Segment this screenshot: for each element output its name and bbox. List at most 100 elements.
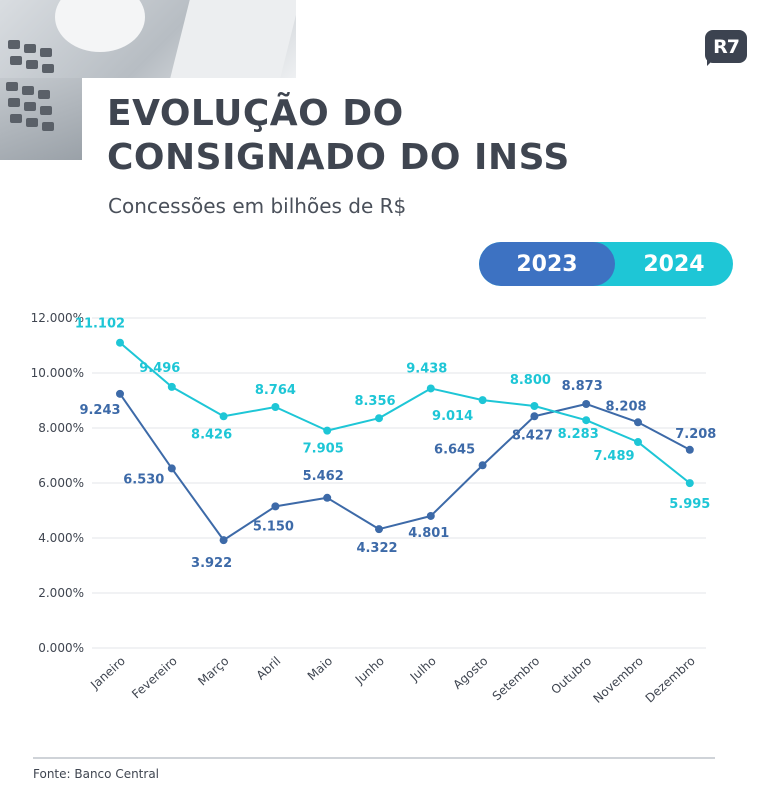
data-point-2023 (167, 464, 176, 473)
page-title: EVOLUÇÃO DO CONSIGNADO DO INSS (107, 92, 570, 180)
data-label-2023: 4.801 (408, 526, 449, 541)
x-tick-label: Outubro (548, 654, 594, 697)
year-legend: 2023 2024 (479, 242, 733, 286)
y-tick-label: 8.000% (38, 421, 84, 435)
data-point-2023 (375, 525, 383, 534)
data-label-2024: 8.764 (255, 383, 296, 398)
data-point-2023 (116, 389, 124, 398)
calculator-image (0, 78, 82, 160)
data-point-2023 (271, 502, 280, 511)
x-tick-label: Dezembro (643, 654, 698, 706)
document-image (170, 0, 296, 78)
data-point-2024 (271, 402, 280, 411)
calculator-key-icon (10, 114, 22, 123)
calculator-key-icon (6, 82, 18, 91)
series-line-2024 (119, 341, 691, 484)
data-point-2023 (530, 412, 539, 421)
data-label-2023: 5.462 (303, 469, 344, 484)
data-label-2024: 9.496 (139, 361, 180, 376)
data-label-2024: 9.014 (432, 409, 473, 424)
data-label-2023: 4.322 (356, 541, 397, 556)
x-tick-label: Fevereiro (129, 654, 180, 702)
source-note: Fonte: Banco Central (33, 767, 160, 781)
data-label-2023: 6.645 (434, 442, 475, 457)
data-point-2024 (116, 338, 124, 347)
data-point-2024 (685, 479, 694, 488)
y-tick-label: 6.000% (38, 476, 84, 490)
piggy-bank-image (55, 0, 145, 52)
calculator-key-icon (10, 56, 22, 65)
data-point-2023 (323, 493, 332, 502)
calculator-key-icon (26, 60, 38, 69)
calculator-key-icon (42, 64, 54, 73)
data-label-2024: 9.438 (406, 361, 447, 376)
y-tick-label: 2.000% (38, 586, 84, 600)
data-label-2024: 8.800 (510, 373, 551, 388)
r7-logo-tail (707, 58, 715, 66)
data-label-2023: 8.208 (605, 399, 646, 414)
y-tick-label: 10.000% (31, 366, 84, 380)
series-line-2023 (119, 393, 691, 542)
x-tick-label: Março (195, 654, 231, 689)
data-point-2023 (219, 536, 228, 545)
y-tick-label: 12.000% (31, 311, 84, 325)
x-tick-label: Janeiro (87, 654, 128, 693)
x-tick-label: Agosto (450, 654, 490, 692)
title-line-2: CONSIGNADO DO INSS (107, 137, 570, 178)
header-photo (0, 0, 296, 78)
data-point-2024 (478, 396, 487, 405)
line-chart: 0.000% 2.000% 4.000% 6.000% 8.000% 10.000% 12.… (31, 311, 717, 706)
x-tick-label: Setembro (490, 654, 543, 703)
data-point-2023 (478, 461, 487, 470)
data-label-2024: 8.426 (191, 427, 232, 442)
data-point-2024 (530, 402, 539, 410)
x-tick-label: Novembro (590, 654, 646, 706)
data-point-2024 (323, 426, 332, 435)
y-tick-label: 0.000% (38, 641, 84, 655)
data-label-2023: 5.150 (253, 519, 294, 534)
x-tick-label: Julho (407, 654, 439, 685)
data-label-2024: 8.356 (354, 394, 395, 409)
data-label-2023: 6.530 (123, 472, 164, 487)
data-point-2024 (426, 384, 435, 393)
x-tick-label: Junho (352, 654, 387, 688)
data-label-2024: 5.995 (669, 497, 710, 512)
page-subtitle: Concessões em bilhões de R$ (108, 194, 407, 218)
footer-divider (33, 757, 715, 759)
calculator-key-icon (8, 98, 20, 107)
legend-item-2023: 2023 (479, 242, 615, 286)
data-label-2023: 8.427 (512, 428, 553, 443)
data-label-2024: 8.283 (558, 427, 599, 442)
calculator-key-icon (38, 90, 50, 99)
data-point-2024 (375, 414, 383, 423)
y-tick-label: 4.000% (38, 531, 84, 545)
data-point-2023 (426, 511, 435, 520)
data-point-2024 (219, 412, 228, 421)
calculator-key-icon (8, 40, 20, 49)
data-point-2024 (582, 416, 591, 425)
calculator-key-icon (26, 118, 38, 127)
data-point-2023 (582, 399, 591, 408)
calculator-key-icon (42, 122, 54, 131)
legend-item-2024: 2024 (643, 251, 705, 277)
x-tick-label: Maio (305, 654, 335, 683)
calculator-key-icon (24, 44, 36, 53)
data-label-2024: 11.102 (75, 317, 125, 332)
data-point-2023 (685, 445, 694, 454)
title-line-1: EVOLUÇÃO DO (107, 93, 404, 134)
calculator-key-icon (40, 48, 52, 57)
calculator-key-icon (24, 102, 36, 111)
data-point-2024 (167, 382, 176, 391)
data-label-2023: 7.208 (675, 427, 716, 442)
data-label-2023: 3.922 (191, 556, 232, 571)
calculator-key-icon (22, 86, 34, 95)
x-tick-label: Abril (254, 654, 284, 683)
data-label-2023: 8.873 (562, 379, 603, 394)
calculator-key-icon (40, 106, 52, 115)
data-label-2024: 7.489 (593, 449, 634, 464)
r7-logo[interactable]: R7 (705, 30, 747, 63)
data-point-2024 (634, 438, 642, 447)
data-point-2023 (634, 418, 642, 427)
data-label-2024: 7.905 (303, 442, 344, 457)
data-label-2023: 9.243 (79, 403, 120, 418)
